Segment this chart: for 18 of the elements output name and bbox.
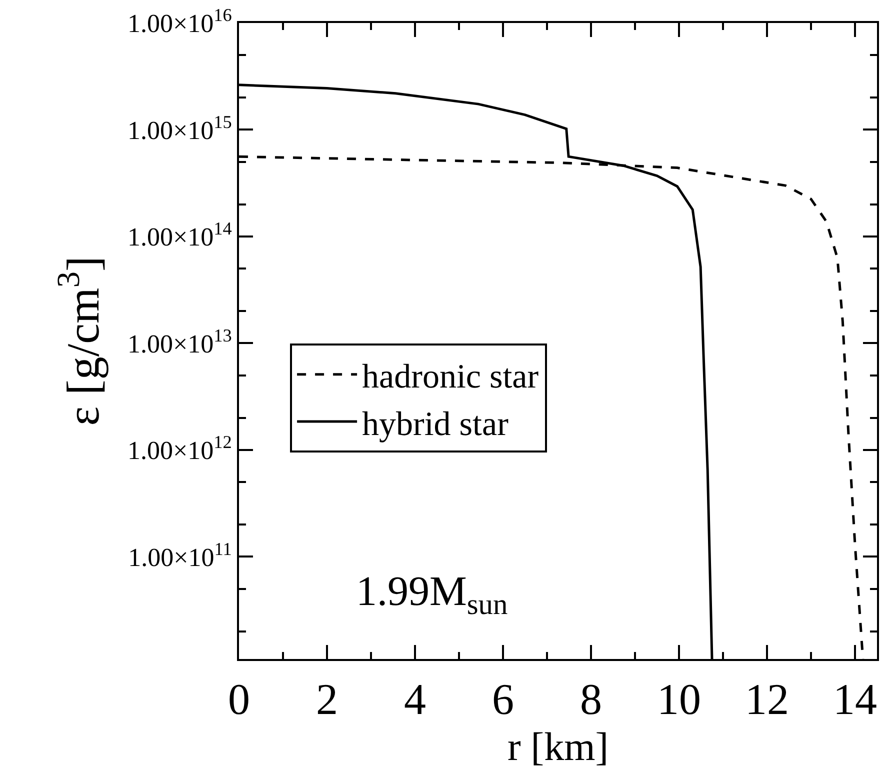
x-tick-label: 10	[657, 674, 701, 724]
annotation: 1.99M$_{sun}$	[356, 569, 508, 621]
x-tick-label: 12	[745, 674, 789, 724]
y-tick-label: 1.00×10$^{16}$	[127, 5, 232, 38]
y-tick-label: 1.00×10$^{12}$	[127, 432, 232, 466]
x-tick-label: 6	[492, 674, 514, 724]
y-tick-label: 1.00×10$^{11}$	[128, 538, 232, 572]
x-axis-title: r [km]	[507, 724, 609, 769]
x-tick-label: 4	[404, 674, 426, 724]
x-tick-label: 2	[316, 674, 338, 724]
legend-label: hadronic star	[362, 358, 540, 396]
legend-label: hybrid star	[362, 406, 510, 443]
y-tick-label: 1.00×10$^{15}$	[127, 112, 232, 145]
y-tick-label: 1.00×10$^{13}$	[127, 325, 232, 358]
x-tick-label: 0	[228, 674, 250, 724]
x-tick-label: 8	[580, 674, 602, 724]
x-tick-label: 14	[833, 674, 877, 724]
y-tick-label: 1.00×10$^{14}$	[127, 218, 232, 252]
